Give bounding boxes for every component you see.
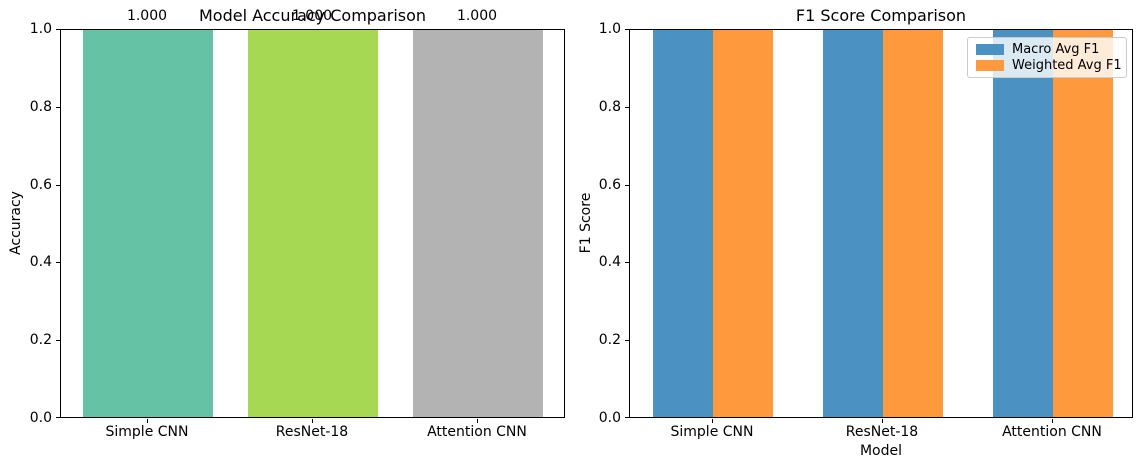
y-tick-label: 0.8 <box>598 99 621 115</box>
y-tick-mark <box>625 340 629 341</box>
y-tick-mark <box>625 29 629 30</box>
x-tick-mark <box>477 419 478 423</box>
y-tick-mark <box>56 107 60 108</box>
y-tick-mark <box>56 417 60 418</box>
accuracy-y-axis-label: Accuracy <box>8 191 24 255</box>
y-tick-label: 0.2 <box>598 332 621 348</box>
y-tick-label: 0.6 <box>29 177 52 193</box>
accuracy-bar-attention-cnn <box>413 30 543 417</box>
y-tick-mark <box>625 185 629 186</box>
f1-macro-bar-resnet-18 <box>823 30 883 417</box>
y-tick-label: 0.2 <box>29 332 52 348</box>
f1-macro-bar-simple-cnn <box>653 30 713 417</box>
y-tick-mark <box>56 340 60 341</box>
accuracy-bar-resnet-18 <box>248 30 378 417</box>
y-tick-label: 0.6 <box>598 177 621 193</box>
x-tick-mark <box>147 419 148 423</box>
legend: Macro Avg F1 Weighted Avg F1 <box>967 37 1127 78</box>
f1-weighted-bar-simple-cnn <box>713 30 773 417</box>
x-tick-label-attention-cnn: Attention CNN <box>427 424 527 440</box>
f1-chart-title: F1 Score Comparison <box>795 6 967 25</box>
accuracy-bar-label: 1.000 <box>126 8 168 24</box>
legend-label: Macro Avg F1 <box>1012 41 1100 57</box>
y-tick-label: 0.0 <box>29 410 52 426</box>
accuracy-bar-label: 1.000 <box>456 8 498 24</box>
macro-avg-f1-swatch-icon <box>976 43 1004 55</box>
x-tick-mark <box>712 419 713 423</box>
y-tick-label: 0.8 <box>29 99 52 115</box>
weighted-avg-f1-swatch-icon <box>976 60 1004 72</box>
accuracy-bar-label: 1.000 <box>291 8 333 24</box>
legend-item-weighted-avg-f1: Weighted Avg F1 <box>976 58 1122 73</box>
y-tick-mark <box>625 262 629 263</box>
x-tick-label-simple-cnn: Simple CNN <box>670 424 754 440</box>
legend-label: Weighted Avg F1 <box>1012 58 1122 74</box>
x-tick-label-resnet-18: ResNet-18 <box>845 424 919 440</box>
x-tick-mark <box>312 419 313 423</box>
f1-y-axis-label: F1 Score <box>578 192 594 254</box>
f1-macro-bar-attention-cnn <box>993 30 1053 417</box>
y-tick-label: 0.4 <box>29 254 52 270</box>
f1-weighted-bar-attention-cnn <box>1053 30 1113 417</box>
f1-plot-area <box>629 29 1133 418</box>
y-tick-mark <box>56 262 60 263</box>
y-tick-mark <box>56 29 60 30</box>
accuracy-bar-simple-cnn <box>83 30 213 417</box>
x-tick-mark <box>1052 419 1053 423</box>
y-tick-mark <box>625 107 629 108</box>
y-tick-label: 0.0 <box>598 410 621 426</box>
x-tick-label-resnet-18: ResNet-18 <box>275 424 349 440</box>
f1-x-axis-label: Model <box>859 443 903 459</box>
y-tick-mark <box>56 185 60 186</box>
y-tick-mark <box>625 417 629 418</box>
y-tick-label: 1.0 <box>29 21 52 37</box>
y-tick-label: 0.4 <box>598 254 621 270</box>
x-tick-mark <box>882 419 883 423</box>
legend-item-macro-avg-f1: Macro Avg F1 <box>976 42 1118 57</box>
y-tick-label: 1.0 <box>598 21 621 37</box>
accuracy-chart-title: Model Accuracy Comparison <box>198 6 427 25</box>
x-tick-label-simple-cnn: Simple CNN <box>105 424 189 440</box>
x-tick-label-attention-cnn: Attention CNN <box>1002 424 1102 440</box>
f1-weighted-bar-resnet-18 <box>883 30 943 417</box>
accuracy-plot-area <box>60 29 565 418</box>
